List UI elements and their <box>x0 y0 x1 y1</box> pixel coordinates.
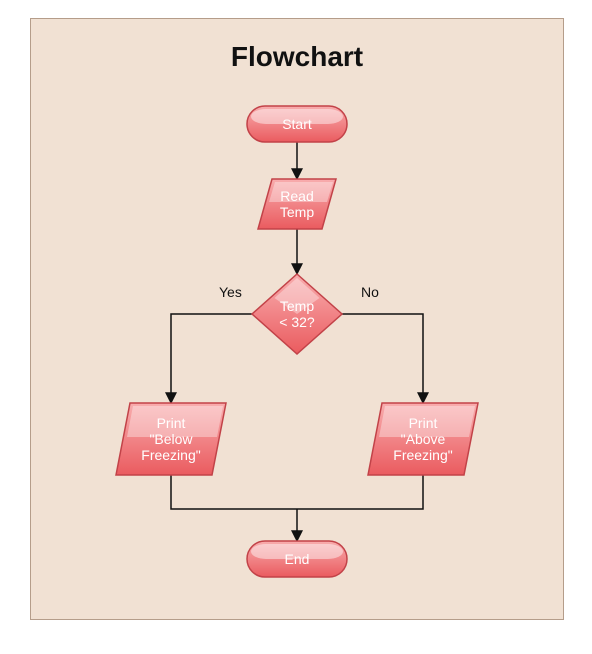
edge-label-yes: Yes <box>219 284 242 300</box>
flowchart-title: Flowchart <box>31 41 563 73</box>
node-start: Start <box>247 106 347 142</box>
node-label-end: End <box>285 551 310 567</box>
edge-above-join <box>297 475 423 509</box>
edge-decision-below <box>171 314 252 403</box>
node-label-decision: Temp< 32? <box>279 298 315 330</box>
edge-label-no: No <box>361 284 379 300</box>
node-above: Print"AboveFreezing" <box>368 403 478 475</box>
flowchart-canvas: Flowchart Yes No Start ReadTemp Temp< 32? Pr… <box>30 18 564 620</box>
node-decision: Temp< 32? <box>252 274 342 354</box>
node-label-read: ReadTemp <box>280 188 314 220</box>
node-below: Print"BelowFreezing" <box>116 403 226 475</box>
flowchart-svg: Yes No Start ReadTemp Temp< 32? Print"BelowF… <box>31 19 563 619</box>
node-end: End <box>247 541 347 577</box>
node-label-start: Start <box>282 116 312 132</box>
edge-decision-above <box>342 314 423 403</box>
edge-below-join <box>171 475 297 509</box>
node-read: ReadTemp <box>258 179 336 229</box>
